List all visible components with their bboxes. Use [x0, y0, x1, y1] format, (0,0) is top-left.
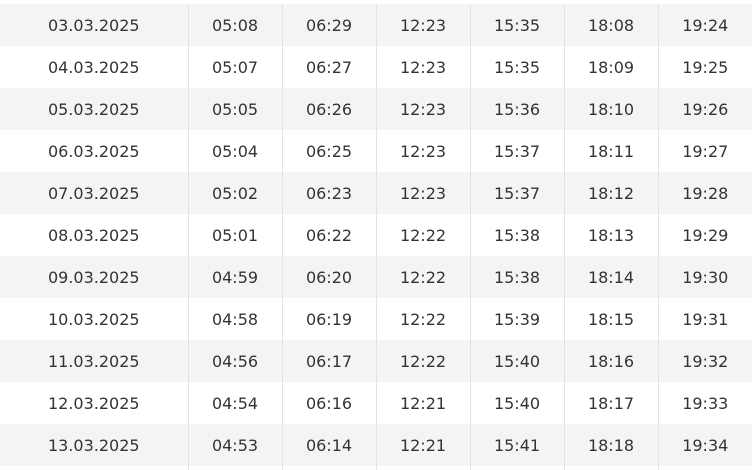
- date-cell: 12.03.2025: [47, 393, 140, 413]
- time-cell: 12:23: [375, 88, 470, 130]
- time-cell: 06:27: [281, 46, 376, 88]
- time-cell: 18:10: [563, 88, 658, 130]
- time-cell: 05:07: [187, 46, 282, 88]
- table-row: 10.03.2025 04:58 06:19 12:22 15:39 18:15 19:31: [0, 298, 752, 340]
- date-cell: 05.03.2025: [47, 99, 140, 119]
- time-cell: 18:14: [563, 256, 658, 298]
- time-cell: 12:21: [375, 424, 470, 466]
- time-cell: 18:16: [563, 340, 658, 382]
- table-row: 05.03.2025 05:05 06:26 12:23 15:36 18:10 19:26: [0, 88, 752, 130]
- time-cell: 15:41: [469, 424, 564, 466]
- table-row: 06.03.2025 05:04 06:25 12:23 15:37 18:11 19:27: [0, 130, 752, 172]
- time-cell: 18:18: [563, 424, 658, 466]
- time-cell: 12:23: [375, 130, 470, 172]
- table-row: 04.03.2025 05:07 06:27 12:23 15:35 18:09 19:25: [0, 46, 752, 88]
- time-cell: 06:26: [281, 88, 376, 130]
- time-cell: 19:26: [657, 88, 752, 130]
- time-cell: 15:37: [469, 172, 564, 214]
- time-cell: 15:36: [469, 88, 564, 130]
- time-cell: 15:40: [469, 340, 564, 382]
- time-cell: 05:08: [187, 4, 282, 46]
- time-cell: 15:38: [469, 214, 564, 256]
- time-cell: 06:22: [281, 214, 376, 256]
- time-cell: 05:05: [187, 88, 282, 130]
- time-cell: 12:21: [375, 382, 470, 424]
- time-cell: 12:23: [375, 4, 470, 46]
- time-cell: 15:35: [469, 4, 564, 46]
- time-cell: 12:22: [375, 298, 470, 340]
- time-cell: 19:28: [657, 172, 752, 214]
- time-cell: 19:31: [657, 298, 752, 340]
- table-row: 03.03.2025 05:08 06:29 12:23 15:35 18:08 19:24: [0, 4, 752, 46]
- date-cell: 07.03.2025: [47, 183, 140, 203]
- table-row: 09.03.2025 04:59 06:20 12:22 15:38 18:14 19:30: [0, 256, 752, 298]
- time-cell: 18:11: [563, 130, 658, 172]
- time-cell: 04:59: [187, 256, 282, 298]
- time-cell: 18:13: [563, 214, 658, 256]
- time-cell: 15:40: [469, 382, 564, 424]
- time-cell: 04:53: [187, 424, 282, 466]
- date-cell: 10.03.2025: [47, 309, 140, 329]
- time-cell: 15:39: [469, 298, 564, 340]
- time-cell: 19:32: [657, 340, 752, 382]
- table-row: 12.03.2025 04:54 06:16 12:21 15:40 18:17 19:33: [0, 382, 752, 424]
- time-cell: 19:29: [657, 214, 752, 256]
- time-cell: 04:56: [187, 340, 282, 382]
- time-cell: 04:58: [187, 298, 282, 340]
- time-cell: 04:54: [187, 382, 282, 424]
- time-cell: 06:14: [281, 424, 376, 466]
- time-cell: 19:25: [657, 46, 752, 88]
- time-cell: 06:29: [281, 4, 376, 46]
- date-cell: 03.03.2025: [47, 15, 140, 35]
- table-continuation: [0, 466, 752, 470]
- table-body: 03.03.2025 05:08 06:29 12:23 15:35 18:08 19:24…: [0, 4, 752, 466]
- time-cell: 19:24: [657, 4, 752, 46]
- prayer-times-table: 03.03.2025 05:08 06:29 12:23 15:35 18:08 19:24…: [0, 4, 752, 466]
- date-cell: 06.03.2025: [47, 141, 140, 161]
- time-cell: 06:16: [281, 382, 376, 424]
- time-cell: 12:22: [375, 256, 470, 298]
- time-cell: 19:30: [657, 256, 752, 298]
- time-cell: 12:23: [375, 172, 470, 214]
- table-row: 11.03.2025 04:56 06:17 12:22 15:40 18:16 19:32: [0, 340, 752, 382]
- date-cell: 13.03.2025: [47, 435, 140, 455]
- date-cell: 08.03.2025: [47, 225, 140, 245]
- time-cell: 06:17: [281, 340, 376, 382]
- table-row: 13.03.2025 04:53 06:14 12:21 15:41 18:18 19:34: [0, 424, 752, 466]
- time-cell: 12:22: [375, 214, 470, 256]
- time-cell: 18:08: [563, 4, 658, 46]
- time-cell: 12:22: [375, 340, 470, 382]
- time-cell: 05:04: [187, 130, 282, 172]
- time-cell: 06:23: [281, 172, 376, 214]
- time-cell: 15:35: [469, 46, 564, 88]
- time-cell: 19:33: [657, 382, 752, 424]
- time-cell: 18:17: [563, 382, 658, 424]
- time-cell: 15:37: [469, 130, 564, 172]
- time-cell: 18:09: [563, 46, 658, 88]
- time-cell: 12:23: [375, 46, 470, 88]
- time-cell: 18:12: [563, 172, 658, 214]
- date-cell: 04.03.2025: [47, 57, 140, 77]
- date-cell: 11.03.2025: [47, 351, 140, 371]
- time-cell: 05:01: [187, 214, 282, 256]
- time-cell: 15:38: [469, 256, 564, 298]
- table-row: 07.03.2025 05:02 06:23 12:23 15:37 18:12 19:28: [0, 172, 752, 214]
- time-cell: 06:25: [281, 130, 376, 172]
- date-cell: 09.03.2025: [47, 267, 140, 287]
- time-cell: 05:02: [187, 172, 282, 214]
- time-cell: 19:34: [657, 424, 752, 466]
- time-cell: 06:19: [281, 298, 376, 340]
- table-row: 08.03.2025 05:01 06:22 12:22 15:38 18:13 19:29: [0, 214, 752, 256]
- time-cell: 18:15: [563, 298, 658, 340]
- time-cell: 19:27: [657, 130, 752, 172]
- time-cell: 06:20: [281, 256, 376, 298]
